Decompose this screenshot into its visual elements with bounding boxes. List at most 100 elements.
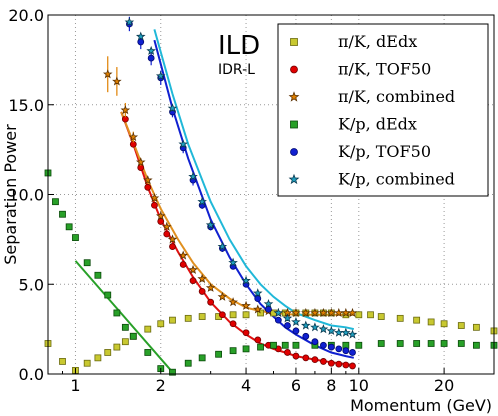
data-point — [292, 327, 300, 335]
x-tick-label: 2 — [156, 376, 166, 395]
legend-box — [277, 23, 489, 197]
data-point — [167, 234, 178, 244]
data-point — [184, 314, 192, 322]
data-point — [292, 341, 300, 349]
data-point — [94, 271, 102, 279]
data-point — [188, 171, 198, 181]
data-point — [113, 343, 121, 351]
data-point — [120, 105, 131, 115]
legend-label: K/p, TOF50 — [338, 142, 431, 161]
data-point — [113, 309, 121, 317]
data-point — [197, 273, 207, 283]
x-tick-label: 6 — [291, 376, 301, 395]
data-point — [265, 305, 272, 313]
data-point — [157, 218, 165, 225]
data-point — [318, 324, 329, 334]
data-point — [457, 322, 465, 329]
data-point — [257, 343, 264, 351]
legend-marker — [290, 120, 298, 129]
data-point — [427, 340, 435, 347]
y-tick-label: 5.0 — [19, 275, 44, 294]
data-point — [270, 341, 277, 349]
legend-marker — [290, 38, 298, 46]
data-point — [229, 320, 237, 328]
legend-marker — [288, 91, 300, 102]
data-point — [327, 359, 335, 367]
data-point — [355, 311, 363, 319]
data-point — [342, 361, 350, 369]
data-point — [104, 291, 112, 299]
data-point — [189, 277, 197, 285]
data-point — [349, 349, 356, 356]
data-point — [144, 349, 152, 356]
data-point — [205, 219, 216, 230]
data-point — [205, 282, 216, 292]
data-point — [377, 313, 385, 320]
data-point — [146, 45, 156, 55]
y-tick-label: 20.0 — [8, 6, 44, 25]
data-point — [198, 313, 206, 320]
data-point — [472, 323, 480, 331]
legend-label: π/K, combined — [338, 87, 455, 106]
data-point — [228, 297, 238, 307]
data-point — [52, 198, 59, 206]
data-point — [291, 316, 301, 327]
data-point — [281, 341, 289, 349]
data-point — [169, 368, 176, 376]
data-point — [178, 139, 188, 149]
data-point — [310, 307, 320, 318]
x-axis-label: Momentum (GeV) — [350, 396, 492, 415]
data-point — [144, 325, 152, 333]
data-point — [311, 356, 319, 364]
data-point — [284, 349, 291, 356]
data-point — [59, 358, 66, 365]
axes: 1 2 4 6 8 10 20 0.0 5.0 10.0 15.0 20.0 — [8, 6, 495, 395]
legend-marker — [290, 65, 298, 74]
data-point — [104, 349, 112, 356]
data-point — [349, 362, 356, 370]
data-point — [129, 332, 137, 340]
data-point — [347, 329, 358, 339]
data-point — [137, 38, 145, 46]
data-point — [72, 234, 79, 241]
data-point — [254, 295, 262, 303]
data-point — [413, 340, 421, 347]
data-point — [151, 201, 158, 209]
data-point — [83, 359, 91, 367]
data-point — [284, 322, 291, 329]
data-point — [341, 327, 351, 337]
data-point — [396, 340, 404, 347]
data-point — [242, 311, 250, 319]
data-point — [263, 298, 274, 309]
data-point — [198, 288, 206, 295]
data-point — [128, 132, 139, 142]
legend-label: π/K, TOF50 — [338, 60, 431, 79]
legend-marker — [290, 148, 298, 156]
data-point — [157, 320, 165, 328]
data-point — [320, 358, 327, 365]
data-point — [144, 183, 152, 191]
data-point — [318, 307, 329, 318]
data-point — [301, 320, 311, 330]
data-point — [65, 223, 73, 231]
data-point — [367, 311, 374, 319]
inset-title: ILD — [218, 31, 260, 61]
data-point — [217, 241, 228, 251]
data-point — [310, 322, 320, 332]
data-point — [149, 193, 160, 203]
y-axis-label: Separation Power — [1, 124, 20, 265]
data-point — [167, 103, 178, 113]
data-point — [273, 307, 284, 318]
data-point — [282, 313, 293, 323]
data-point — [252, 288, 263, 298]
data-point — [218, 311, 226, 319]
x-tick-label: 10 — [349, 376, 369, 395]
data-point — [242, 345, 250, 353]
data-point — [427, 318, 435, 326]
data-point — [457, 340, 465, 347]
data-point — [254, 336, 262, 344]
data-point — [292, 352, 300, 360]
data-point — [135, 157, 146, 167]
data-point — [291, 307, 301, 318]
